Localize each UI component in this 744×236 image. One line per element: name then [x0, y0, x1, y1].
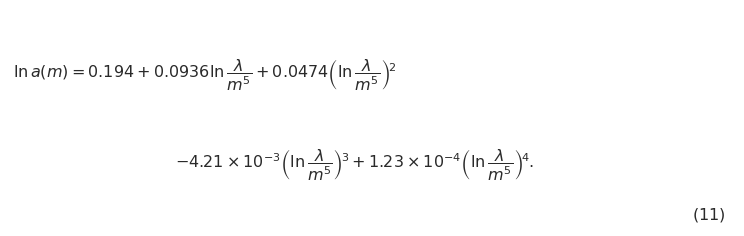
Text: $(11)$: $(11)$: [692, 206, 725, 224]
Text: $\ln a(m) = 0.194 + 0.0936\ln\dfrac{\lambda}{m^5} + 0.0474\left(\ln\dfrac{\lambd: $\ln a(m) = 0.194 + 0.0936\ln\dfrac{\lam…: [13, 58, 397, 93]
Text: $-4.21\times10^{-3}\left(\ln\dfrac{\lambda}{m^5}\right)^{\!3} + 1.23\times10^{-4: $-4.21\times10^{-3}\left(\ln\dfrac{\lamb…: [175, 147, 534, 183]
